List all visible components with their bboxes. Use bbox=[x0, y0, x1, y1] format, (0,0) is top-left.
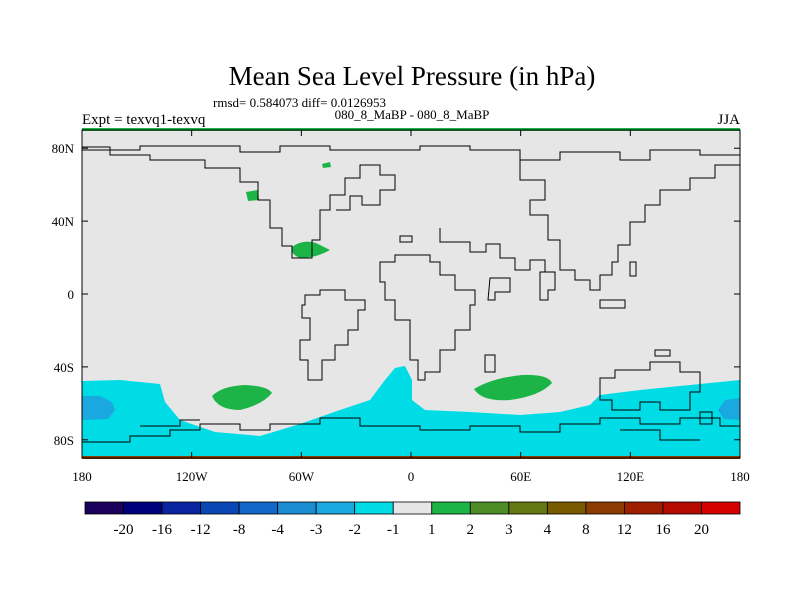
south-pacific-high bbox=[212, 385, 272, 410]
colorbar-label: -1 bbox=[387, 522, 400, 538]
y-tick-label: 0 bbox=[68, 287, 75, 302]
colorbar-label: 12 bbox=[617, 522, 632, 538]
x-tick-label: 180 bbox=[730, 469, 750, 484]
chart-title: Mean Sea Level Pressure (in hPa) bbox=[229, 61, 596, 91]
colorbar-swatch bbox=[701, 501, 741, 515]
colorbar-label: -16 bbox=[152, 522, 172, 538]
colorbar: -20 -16 -12 -8 -4 -3 -2 -1 1 2 3 4 8 12 16 20 bbox=[84, 501, 741, 538]
colorbar-label: 3 bbox=[505, 522, 513, 538]
y-axis: 80N 40N 0 40S 80S bbox=[52, 141, 740, 448]
colorbar-swatch bbox=[662, 501, 702, 515]
colorbar-label: 4 bbox=[544, 522, 552, 538]
southern-ocean-band bbox=[82, 366, 740, 458]
y-tick-label: 80S bbox=[54, 433, 74, 448]
south-indian-high bbox=[474, 374, 552, 401]
colorbar-swatch bbox=[123, 501, 163, 515]
coastlines bbox=[82, 145, 740, 443]
antarctica-inner-coast bbox=[140, 419, 700, 441]
x-tick-label: 120W bbox=[176, 469, 209, 484]
north-america-eurasia-coast bbox=[82, 146, 396, 259]
colorbar-label: 1 bbox=[428, 522, 436, 538]
x-tick-label: 60W bbox=[289, 469, 315, 484]
stats-label: rmsd= 0.584073 diff= 0.0126953 bbox=[213, 95, 386, 110]
colorbar-swatch bbox=[469, 501, 510, 515]
colorbar-swatch bbox=[354, 501, 394, 515]
arabia-coast bbox=[487, 277, 511, 301]
india-coast bbox=[539, 271, 556, 301]
black-sea-coast bbox=[399, 235, 413, 243]
x-tick-label: 60E bbox=[510, 469, 531, 484]
colorbar-swatch bbox=[392, 501, 433, 515]
new-guinea-coast bbox=[654, 349, 671, 357]
y-tick-label: 80N bbox=[52, 141, 75, 156]
labrador-high bbox=[246, 190, 259, 201]
new-zealand-coast bbox=[699, 411, 713, 425]
antarctica-coast bbox=[82, 417, 740, 443]
colorbar-swatch bbox=[546, 501, 587, 515]
japan-coast bbox=[629, 261, 637, 277]
season-label: JJA bbox=[717, 112, 740, 128]
south-indian-core bbox=[718, 398, 740, 420]
colorbar-swatch bbox=[585, 501, 625, 515]
x-tick-label: 180 bbox=[72, 469, 92, 484]
australia-coast bbox=[599, 361, 701, 411]
colorbar-swatch bbox=[431, 501, 471, 515]
africa-coast bbox=[379, 254, 476, 381]
colorbar-swatch bbox=[624, 501, 664, 515]
south-pacific-core bbox=[82, 396, 115, 420]
colorbar-label: -2 bbox=[348, 522, 361, 538]
colorbar-label: -4 bbox=[271, 522, 284, 538]
south-america-coast bbox=[299, 289, 366, 381]
arctic-high bbox=[322, 162, 331, 168]
colorbar-label: 2 bbox=[467, 522, 475, 538]
colorbar-swatch bbox=[508, 501, 548, 515]
madagascar-coast bbox=[484, 354, 496, 373]
colorbar-label: 8 bbox=[582, 522, 590, 538]
colorbar-label: -3 bbox=[310, 522, 323, 538]
y-tick-label: 40N bbox=[52, 214, 75, 229]
colorbar-swatch bbox=[200, 501, 240, 515]
comparison-label: 080_8_MaBP - 080_8_MaBP bbox=[335, 107, 490, 122]
indonesia-coast bbox=[599, 299, 626, 309]
mediterranean-coast bbox=[439, 228, 546, 272]
north-atlantic-high bbox=[291, 241, 330, 258]
map-panel bbox=[82, 130, 740, 458]
colorbar-label: -8 bbox=[233, 522, 246, 538]
colorbar-swatch bbox=[277, 501, 317, 515]
colorbar-label: -20 bbox=[114, 522, 134, 538]
x-axis: 180 120W 60W 0 60E 120E 180 bbox=[72, 130, 750, 484]
colorbar-swatch bbox=[84, 501, 124, 515]
x-tick-label: 120E bbox=[617, 469, 645, 484]
colorbar-swatch bbox=[238, 501, 279, 515]
experiment-label: Expt = texvq1-texvq bbox=[82, 112, 206, 128]
colorbar-label: 20 bbox=[694, 522, 709, 538]
colorbar-swatch bbox=[161, 501, 201, 515]
colorbar-label: -12 bbox=[191, 522, 211, 538]
colorbar-swatch bbox=[315, 501, 356, 515]
colorbar-label: 16 bbox=[655, 522, 671, 538]
y-tick-label: 40S bbox=[54, 360, 74, 375]
arctic-coast bbox=[82, 145, 740, 161]
x-tick-label: 0 bbox=[408, 469, 415, 484]
eurasia-coast bbox=[519, 160, 740, 291]
